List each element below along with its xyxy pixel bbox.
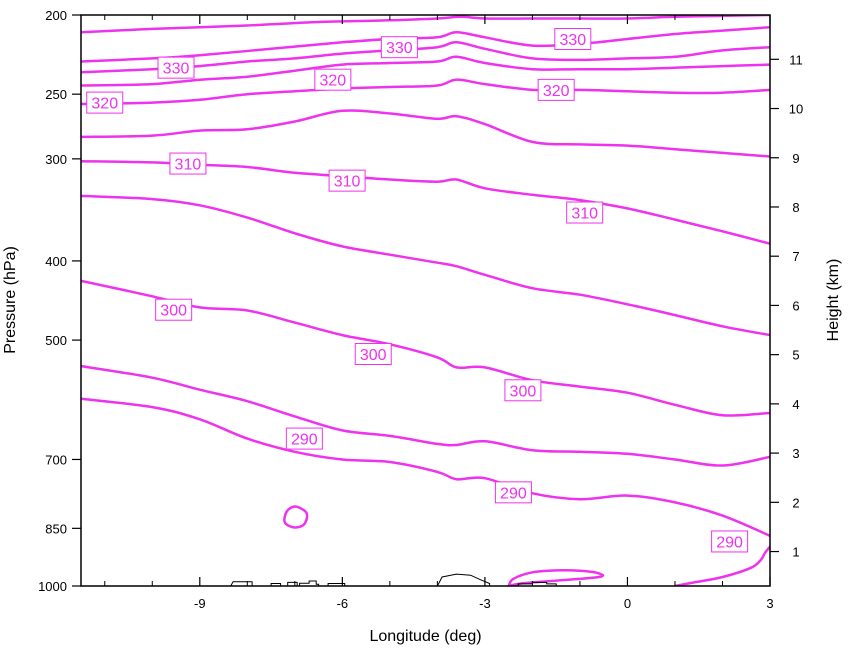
contour-label-text: 320 [543, 83, 570, 100]
right-tick-label: 7 [792, 249, 799, 264]
contour-label-3: 320 [86, 91, 124, 114]
contour-line-325-2 [81, 41, 770, 74]
contour-label-4: 320 [314, 68, 352, 91]
right-tick-label: 6 [792, 298, 799, 313]
contour-label-11: 300 [504, 379, 542, 402]
contour-line-280-11 [283, 505, 309, 529]
right-tick-label: 11 [789, 52, 803, 67]
contour-label-6: 310 [169, 152, 207, 175]
contour-label-8: 310 [566, 201, 604, 224]
contour-label-box [711, 530, 749, 553]
x-axis-title: Longitude (deg) [369, 628, 481, 645]
contour-line-305-6 [81, 159, 770, 245]
left-tick-label: 1000 [38, 579, 67, 594]
contour-line-280-12 [506, 569, 605, 586]
left-tick-label: 400 [45, 254, 67, 269]
contour-label-10: 300 [354, 342, 392, 365]
right-tick-label: 4 [792, 397, 799, 412]
contour-label-text: 330 [163, 61, 190, 78]
terrain-segment-2 [436, 573, 491, 586]
contour-label-box [380, 36, 418, 59]
contour-label-box [537, 78, 575, 101]
terrain-outline [230, 573, 557, 586]
left-axis-title: Pressure (hPa) [2, 246, 19, 354]
contour-line-330-1 [81, 25, 770, 63]
contour-label-box [285, 427, 323, 450]
right-tick-label: 5 [792, 348, 799, 363]
contour-label-box [494, 481, 532, 504]
contour-label-text: 290 [500, 485, 527, 502]
contour-label-0: 330 [157, 56, 195, 79]
terrain-segment-3 [517, 581, 557, 586]
contour-label-text: 310 [334, 174, 361, 191]
contour-line-295-8 [81, 279, 770, 417]
x-tick-label: 3 [766, 596, 773, 611]
contour-label-text: 290 [716, 534, 743, 551]
contour-label-text: 300 [510, 383, 537, 400]
right-tick-label: 2 [792, 495, 799, 510]
terrain-segment-1 [327, 583, 346, 586]
contour-label-2: 330 [554, 28, 592, 51]
contour-line-290-9 [81, 364, 770, 467]
contour-label-text: 300 [360, 347, 387, 364]
contour-label-14: 290 [711, 530, 749, 553]
contour-label-box [554, 28, 592, 51]
plot-frame [80, 14, 771, 587]
contour-line-280-13 [673, 545, 770, 586]
contour-label-box [86, 91, 124, 114]
right-tick-label: 9 [792, 151, 799, 166]
right-axis-title: Height (km) [825, 259, 842, 342]
left-tick-label: 250 [45, 87, 67, 102]
contour-labels: 330 330 330 320 320 320 310 310 310 300 300 300 290 2… [86, 28, 749, 553]
contour-line-285-10 [81, 397, 770, 538]
right-tick-label: 10 [789, 102, 803, 117]
axis-ticks: -9 -6 -3 0 3 200 250 300 400 500 700 850 1000 1 2 3 4 5 6 7… [38, 8, 803, 611]
right-tick-label: 1 [792, 545, 799, 560]
contour-label-text: 300 [160, 303, 187, 320]
contour-label-text: 290 [291, 432, 318, 449]
left-tick-label: 850 [45, 521, 67, 536]
contour-line-320-3 [81, 55, 770, 87]
contour-label-box [155, 298, 193, 321]
contour-label-text: 320 [91, 96, 118, 113]
contour-line-315-4 [81, 78, 770, 106]
contour-lines [81, 15, 770, 586]
contour-label-13: 290 [494, 481, 532, 504]
terrain-segment-0 [230, 580, 320, 586]
contour-label-7: 310 [328, 169, 366, 192]
left-tick-label: 300 [45, 152, 67, 167]
left-tick-label: 500 [45, 333, 67, 348]
contour-label-box [169, 152, 207, 175]
x-tick-label: -6 [337, 596, 349, 611]
contour-line-335-0 [81, 15, 770, 34]
x-tick-label: -3 [479, 596, 491, 611]
contour-label-text: 330 [386, 40, 413, 57]
contour-line-310-5 [81, 109, 770, 158]
left-tick-label: 700 [45, 452, 67, 467]
contour-label-box [354, 342, 392, 365]
contour-label-box [328, 169, 366, 192]
contour-label-9: 300 [155, 298, 193, 321]
contour-label-text: 330 [559, 32, 586, 49]
contour-label-box [566, 201, 604, 224]
contour-label-5: 320 [537, 78, 575, 101]
contour-label-box [314, 68, 352, 91]
contour-label-box [504, 379, 542, 402]
left-tick-label: 200 [45, 8, 67, 23]
right-tick-label: 8 [792, 200, 799, 215]
contour-line-300-7 [81, 194, 770, 337]
contour-label-text: 310 [175, 157, 202, 174]
contour-label-text: 310 [571, 206, 598, 223]
right-tick-label: 3 [792, 446, 799, 461]
contour-label-box [157, 56, 195, 79]
contour-label-text: 320 [319, 73, 346, 90]
x-tick-label: 0 [624, 596, 631, 611]
contour-label-1: 330 [380, 36, 418, 59]
x-tick-label: -9 [194, 596, 206, 611]
contour-label-12: 290 [285, 427, 323, 450]
